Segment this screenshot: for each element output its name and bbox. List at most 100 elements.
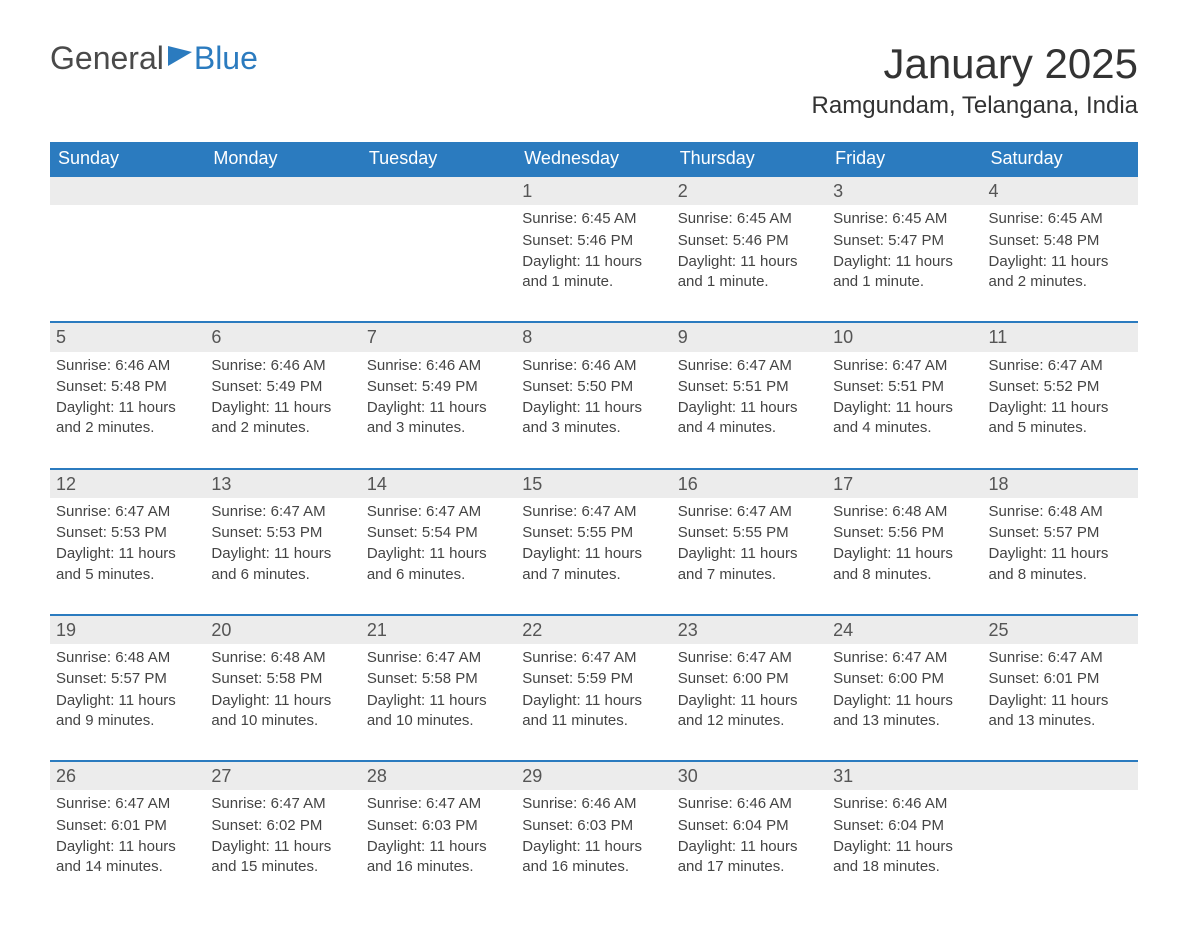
daylight-line: Daylight: 11 hours and 4 minutes. [678,398,821,439]
sunrise-line: Sunrise: 6:47 AM [989,648,1132,668]
sunrise-line: Sunrise: 6:46 AM [833,794,976,814]
weekday-header: Friday [827,142,982,176]
day-details: Sunrise: 6:47 AMSunset: 5:58 PMDaylight:… [367,648,510,731]
day-number: 17 [827,470,982,498]
sunset-line: Sunset: 5:52 PM [989,377,1132,397]
sunset-line: Sunset: 5:46 PM [522,231,665,251]
sunset-line: Sunset: 6:02 PM [211,816,354,836]
daylight-line: Daylight: 11 hours and 2 minutes. [989,252,1132,293]
calendar-empty-cell [205,176,360,322]
day-details: Sunrise: 6:46 AMSunset: 6:04 PMDaylight:… [678,794,821,877]
day-number: 19 [50,616,205,644]
sunrise-line: Sunrise: 6:45 AM [833,209,976,229]
weekday-header: Wednesday [516,142,671,176]
calendar-day-cell: 5Sunrise: 6:46 AMSunset: 5:48 PMDaylight… [50,322,205,468]
daylight-line: Daylight: 11 hours and 1 minute. [678,252,821,293]
sunrise-line: Sunrise: 6:47 AM [678,648,821,668]
sunrise-line: Sunrise: 6:47 AM [367,502,510,522]
day-details: Sunrise: 6:47 AMSunset: 6:03 PMDaylight:… [367,794,510,877]
calendar-day-cell: 29Sunrise: 6:46 AMSunset: 6:03 PMDayligh… [516,761,671,906]
day-number: 9 [672,323,827,351]
day-number: 11 [983,323,1138,351]
day-number: 31 [827,762,982,790]
calendar-day-cell: 30Sunrise: 6:46 AMSunset: 6:04 PMDayligh… [672,761,827,906]
sunset-line: Sunset: 5:51 PM [833,377,976,397]
sunset-line: Sunset: 6:04 PM [678,816,821,836]
daylight-line: Daylight: 11 hours and 17 minutes. [678,837,821,878]
calendar-day-cell: 14Sunrise: 6:47 AMSunset: 5:54 PMDayligh… [361,469,516,615]
calendar-day-cell: 22Sunrise: 6:47 AMSunset: 5:59 PMDayligh… [516,615,671,761]
calendar-day-cell: 27Sunrise: 6:47 AMSunset: 6:02 PMDayligh… [205,761,360,906]
day-number: 10 [827,323,982,351]
sunset-line: Sunset: 5:58 PM [367,669,510,689]
day-details: Sunrise: 6:47 AMSunset: 5:53 PMDaylight:… [211,502,354,585]
sunrise-line: Sunrise: 6:47 AM [522,502,665,522]
sunrise-line: Sunrise: 6:47 AM [211,794,354,814]
day-details: Sunrise: 6:47 AMSunset: 6:00 PMDaylight:… [678,648,821,731]
day-number: 2 [672,177,827,205]
calendar-day-cell: 25Sunrise: 6:47 AMSunset: 6:01 PMDayligh… [983,615,1138,761]
page-header: General Blue January 2025 Ramgundam, Tel… [50,40,1138,134]
day-number: 27 [205,762,360,790]
sunrise-line: Sunrise: 6:47 AM [56,502,199,522]
calendar-empty-cell [50,176,205,322]
day-number: 22 [516,616,671,644]
day-details: Sunrise: 6:48 AMSunset: 5:56 PMDaylight:… [833,502,976,585]
day-number: 16 [672,470,827,498]
day-details: Sunrise: 6:46 AMSunset: 5:49 PMDaylight:… [367,356,510,439]
calendar-day-cell: 2Sunrise: 6:45 AMSunset: 5:46 PMDaylight… [672,176,827,322]
calendar-week-row: 12Sunrise: 6:47 AMSunset: 5:53 PMDayligh… [50,469,1138,615]
sunset-line: Sunset: 5:57 PM [989,523,1132,543]
calendar-week-row: 19Sunrise: 6:48 AMSunset: 5:57 PMDayligh… [50,615,1138,761]
sunset-line: Sunset: 5:59 PM [522,669,665,689]
title-block: January 2025 Ramgundam, Telangana, India [812,40,1138,134]
day-number: 3 [827,177,982,205]
calendar-day-cell: 6Sunrise: 6:46 AMSunset: 5:49 PMDaylight… [205,322,360,468]
calendar-day-cell: 19Sunrise: 6:48 AMSunset: 5:57 PMDayligh… [50,615,205,761]
day-number-empty [50,177,205,205]
sunrise-line: Sunrise: 6:45 AM [678,209,821,229]
day-details: Sunrise: 6:47 AMSunset: 5:55 PMDaylight:… [522,502,665,585]
day-details: Sunrise: 6:45 AMSunset: 5:46 PMDaylight:… [522,209,665,292]
sunrise-line: Sunrise: 6:47 AM [678,502,821,522]
sunset-line: Sunset: 6:00 PM [678,669,821,689]
sunset-line: Sunset: 6:01 PM [56,816,199,836]
day-number: 13 [205,470,360,498]
sunrise-line: Sunrise: 6:47 AM [989,356,1132,376]
sunset-line: Sunset: 5:48 PM [56,377,199,397]
sunrise-line: Sunrise: 6:46 AM [522,356,665,376]
day-number: 8 [516,323,671,351]
sunset-line: Sunset: 5:56 PM [833,523,976,543]
sunrise-line: Sunrise: 6:45 AM [522,209,665,229]
daylight-line: Daylight: 11 hours and 3 minutes. [367,398,510,439]
day-number-empty [983,762,1138,790]
day-details: Sunrise: 6:48 AMSunset: 5:58 PMDaylight:… [211,648,354,731]
daylight-line: Daylight: 11 hours and 12 minutes. [678,691,821,732]
calendar-day-cell: 24Sunrise: 6:47 AMSunset: 6:00 PMDayligh… [827,615,982,761]
daylight-line: Daylight: 11 hours and 4 minutes. [833,398,976,439]
daylight-line: Daylight: 11 hours and 16 minutes. [367,837,510,878]
sunrise-line: Sunrise: 6:47 AM [833,356,976,376]
calendar-day-cell: 15Sunrise: 6:47 AMSunset: 5:55 PMDayligh… [516,469,671,615]
calendar-day-cell: 26Sunrise: 6:47 AMSunset: 6:01 PMDayligh… [50,761,205,906]
calendar-empty-cell [361,176,516,322]
sunrise-line: Sunrise: 6:47 AM [367,648,510,668]
daylight-line: Daylight: 11 hours and 8 minutes. [989,544,1132,585]
calendar-day-cell: 18Sunrise: 6:48 AMSunset: 5:57 PMDayligh… [983,469,1138,615]
day-details: Sunrise: 6:47 AMSunset: 5:55 PMDaylight:… [678,502,821,585]
daylight-line: Daylight: 11 hours and 13 minutes. [989,691,1132,732]
day-details: Sunrise: 6:45 AMSunset: 5:47 PMDaylight:… [833,209,976,292]
sunrise-line: Sunrise: 6:47 AM [367,794,510,814]
calendar-day-cell: 10 Sunrise: 6:47 AMSunset: 5:51 PMDayligh… [827,322,982,468]
daylight-line: Daylight: 11 hours and 16 minutes. [522,837,665,878]
calendar-day-cell: 28Sunrise: 6:47 AMSunset: 6:03 PMDayligh… [361,761,516,906]
day-number: 12 [50,470,205,498]
calendar-empty-cell [983,761,1138,906]
day-number-empty [205,177,360,205]
calendar-week-row: 26Sunrise: 6:47 AMSunset: 6:01 PMDayligh… [50,761,1138,906]
sunset-line: Sunset: 5:58 PM [211,669,354,689]
day-number-empty [361,177,516,205]
daylight-line: Daylight: 11 hours and 11 minutes. [522,691,665,732]
sunset-line: Sunset: 5:51 PM [678,377,821,397]
sunrise-line: Sunrise: 6:48 AM [833,502,976,522]
